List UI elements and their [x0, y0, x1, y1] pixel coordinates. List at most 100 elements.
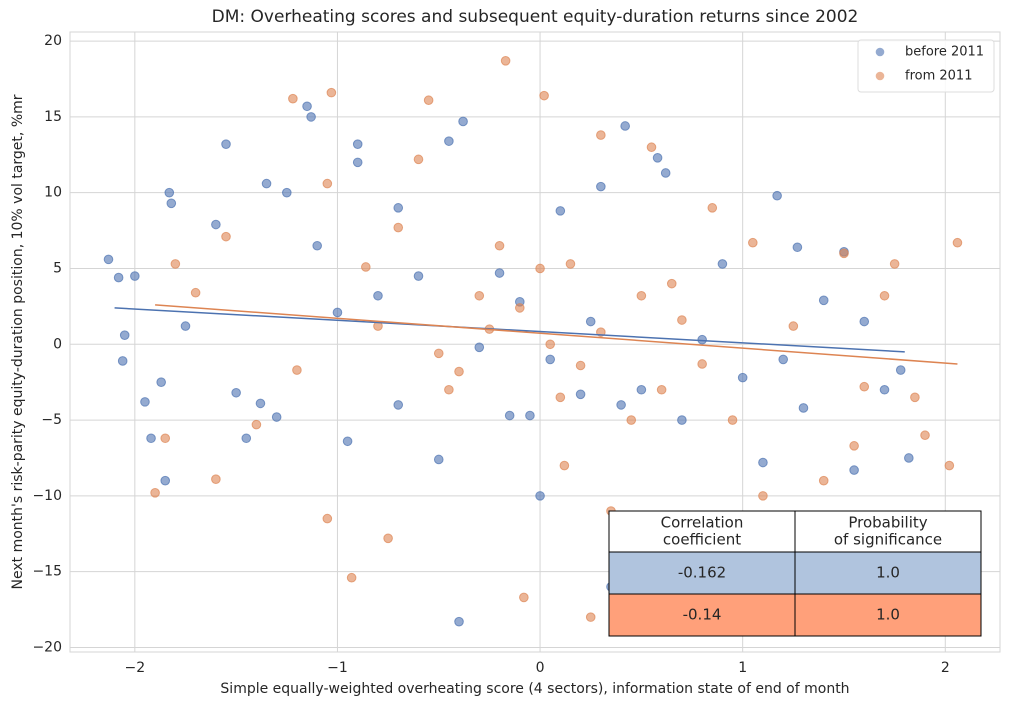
x-tick-label: −1	[327, 660, 348, 676]
point	[565, 259, 576, 269]
point	[454, 366, 464, 377]
table-header: coefficient	[663, 531, 741, 549]
point	[792, 242, 803, 253]
point	[758, 491, 768, 501]
point	[636, 384, 647, 395]
point	[839, 248, 849, 259]
point	[140, 397, 150, 407]
point	[474, 342, 485, 353]
point	[535, 491, 545, 501]
point	[772, 190, 782, 201]
point	[271, 412, 282, 422]
point	[251, 419, 262, 430]
point	[889, 259, 900, 269]
point	[555, 206, 566, 216]
point	[879, 290, 890, 301]
table-header: of significance	[834, 531, 942, 549]
point	[211, 219, 221, 230]
point	[748, 237, 758, 248]
y-tick-label: −10	[32, 488, 62, 504]
y-tick-label: −15	[32, 564, 62, 580]
point	[616, 400, 626, 410]
point	[555, 392, 566, 403]
table-cell	[608, 593, 796, 637]
point	[454, 616, 464, 627]
point	[160, 433, 171, 444]
point	[180, 321, 191, 331]
point	[332, 307, 343, 318]
point	[231, 387, 241, 398]
legend-box	[857, 39, 995, 93]
point	[707, 203, 718, 213]
point	[474, 290, 485, 301]
point	[494, 240, 505, 251]
point	[515, 303, 525, 313]
point	[626, 415, 637, 425]
point	[677, 315, 687, 325]
point	[788, 321, 799, 331]
point	[859, 316, 870, 327]
legend-marker	[875, 47, 885, 57]
point	[255, 398, 266, 409]
point	[525, 410, 535, 421]
point	[778, 354, 789, 365]
point	[545, 354, 555, 365]
point	[433, 454, 444, 465]
point	[504, 410, 515, 421]
x-tick-label: 1	[738, 660, 747, 676]
plot-frame	[69, 31, 1001, 653]
chart-title: DM: Overheating scores and subsequent eq…	[212, 7, 859, 27]
point	[352, 139, 363, 149]
point	[288, 93, 298, 104]
point	[130, 271, 140, 281]
point	[539, 90, 549, 101]
y-tick-label: −5	[41, 412, 62, 428]
point	[660, 168, 671, 178]
y-tick-label: 15	[44, 109, 62, 125]
point	[170, 259, 181, 269]
point	[322, 513, 333, 524]
point	[737, 372, 748, 383]
point	[818, 295, 829, 306]
point	[636, 290, 647, 301]
point	[119, 330, 130, 340]
legend: before 2011 from 2011	[857, 39, 995, 93]
point	[117, 356, 128, 366]
point	[519, 592, 529, 603]
point	[559, 460, 570, 471]
point	[677, 415, 687, 425]
point	[585, 316, 596, 327]
point	[383, 533, 393, 544]
point	[373, 290, 383, 301]
point	[575, 389, 586, 400]
point	[103, 254, 114, 265]
point	[596, 181, 606, 192]
point	[361, 262, 371, 272]
point	[346, 572, 357, 583]
y-tick-label: 5	[53, 260, 62, 276]
point	[575, 360, 586, 371]
point	[727, 415, 738, 425]
point	[221, 231, 231, 242]
point	[500, 56, 511, 66]
table-cell	[608, 551, 796, 595]
point	[281, 187, 292, 198]
point	[211, 474, 221, 484]
point	[545, 339, 555, 350]
point	[261, 178, 272, 189]
point	[952, 237, 963, 248]
point	[849, 441, 859, 451]
point	[413, 271, 424, 281]
table-header: Probability	[848, 514, 927, 532]
point	[150, 488, 160, 498]
point	[646, 142, 657, 153]
point	[818, 475, 829, 486]
point	[910, 392, 920, 403]
legend-label: before 2011	[905, 45, 984, 60]
point	[944, 460, 955, 471]
point	[423, 95, 434, 106]
point	[292, 365, 302, 375]
point	[312, 240, 322, 251]
point	[113, 272, 124, 283]
legend-marker	[875, 71, 885, 81]
